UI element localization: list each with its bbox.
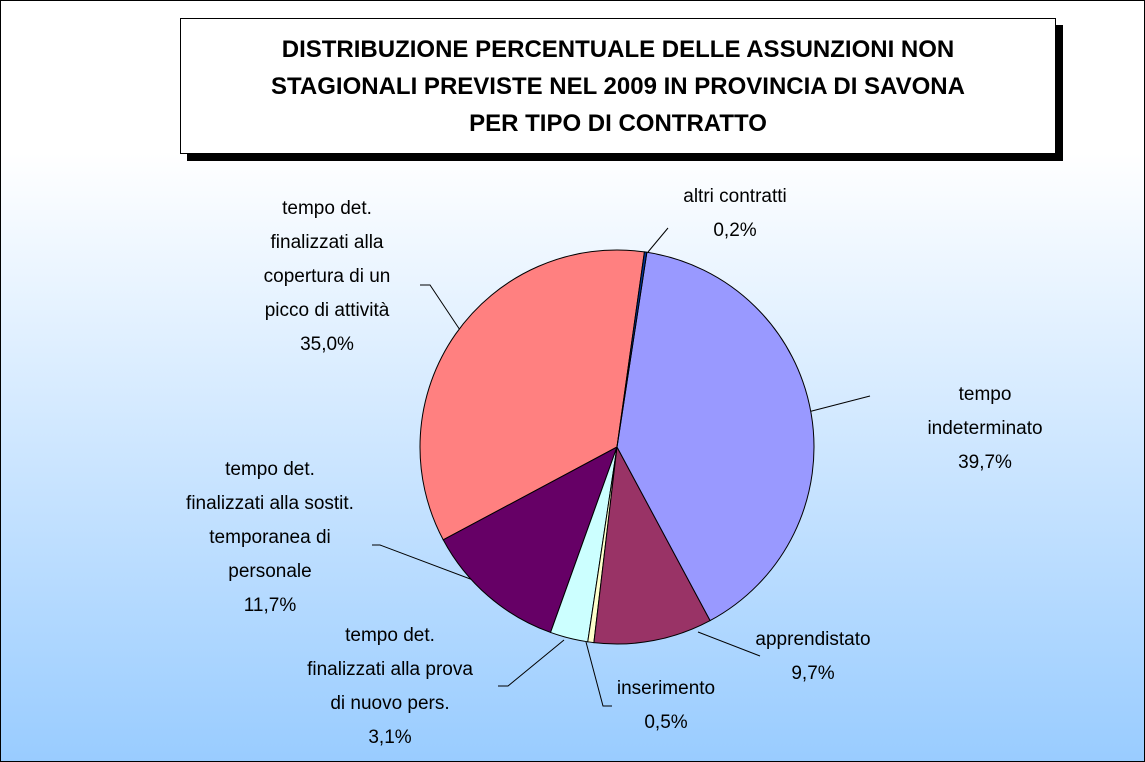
value-label: 0,2% [713,220,757,241]
value-label: 39,7% [958,452,1012,473]
chart-title: DISTRIBUZIONE PERCENTUALE DELLE ASSUNZIO… [180,18,1056,154]
slice-label: tempo indeterminato [927,384,1043,439]
leader-line [585,641,612,707]
slice-label: tempo det. finalizzati alla sostit. temp… [186,459,354,582]
slice-label: tempo det. finalizzati alla prova di nuo… [307,625,473,714]
pie-slice [419,249,645,541]
pie-slice [442,445,618,634]
leader-line [498,639,565,687]
value-label: 11,7% [243,595,297,616]
leader-line [420,284,461,331]
pie-slice [616,251,648,448]
pie-slice [616,251,815,622]
slice-label: altri contratti [683,186,787,207]
leader-line [697,631,761,657]
slice-label: inserimento [616,678,716,699]
value-label: 3,1% [368,727,412,748]
slice-label: tempo det. finalizzati alla copertura di… [263,198,391,321]
slice-label: apprendistato [755,629,871,650]
value-label: 0,5% [644,712,688,733]
leader-line [807,395,871,413]
value-label: 35,0% [300,334,354,355]
pie-slice [593,445,711,645]
leader-line [647,227,669,253]
value-label: 9,7% [791,663,835,684]
